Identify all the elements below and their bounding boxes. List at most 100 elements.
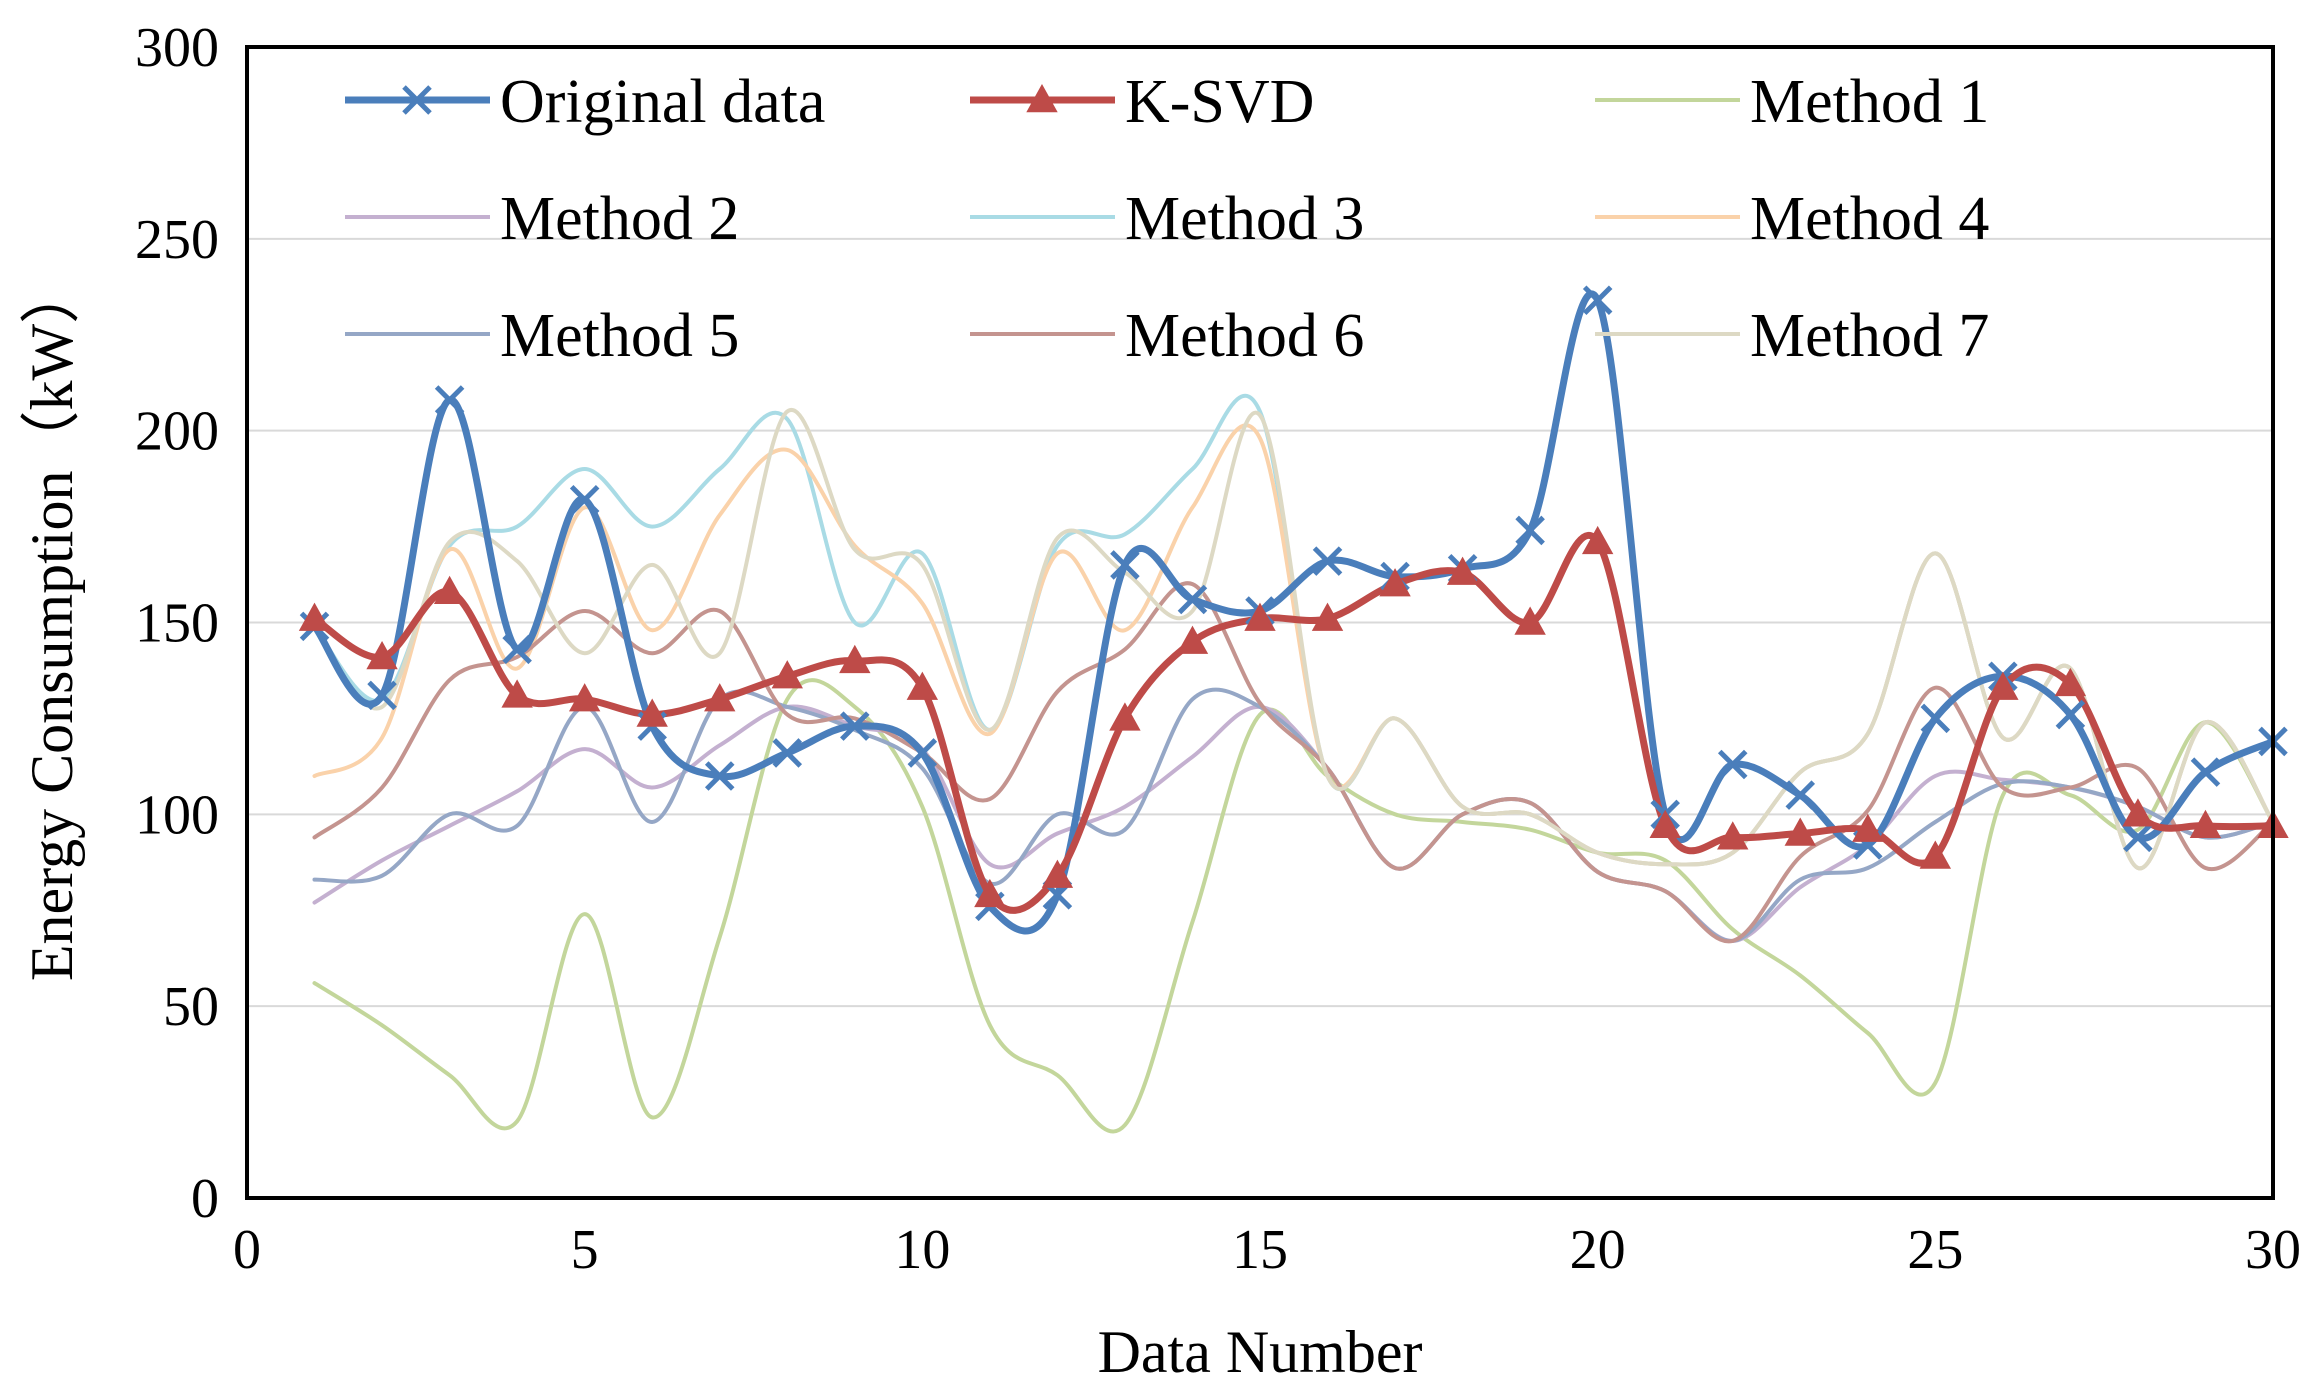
marker-k-svd-19 (1514, 606, 1546, 635)
marker-original-data-14 (1177, 584, 1208, 615)
marker-k-svd-27 (2054, 667, 2087, 697)
marker-original-data-13-stroke-b (1110, 550, 1140, 580)
x-tick-label-0: 0 (233, 1219, 261, 1281)
marker-k-svd-25 (1919, 840, 1952, 869)
legend-item-original-data: Original data (345, 68, 825, 136)
marker-k-svd-8 (771, 660, 803, 689)
marker-original-data-3 (434, 385, 465, 415)
series-line-method-6 (312, 581, 2275, 944)
series-line-method-7 (312, 407, 2275, 871)
legend-item-k-svd: K-SVD (970, 68, 1314, 136)
marker-k-svd-6 (636, 698, 668, 727)
legend-item-method-3: Method 3 (970, 185, 1364, 253)
marker-original-data-16 (1312, 546, 1343, 576)
marker-original-data-28 (2123, 822, 2153, 853)
legend: Original data K-SVD Method 1 Method 2 Method… (345, 68, 1989, 370)
legend-item-method-4: Method 4 (1595, 185, 1989, 253)
marker-original-data-19-stroke-b (1515, 515, 1545, 546)
marker-k-svd-20 (1581, 525, 1614, 555)
marker-k-svd-11 (974, 878, 1006, 908)
y-tick-label-300: 300 (135, 17, 219, 79)
marker-k-svd-28 (2122, 798, 2154, 827)
marker-k-svd-12 (1041, 859, 1074, 888)
legend-label-method-5: Method 5 (500, 302, 739, 370)
y-tick-label-50: 50 (163, 976, 219, 1038)
marker-k-svd-14 (1176, 625, 1209, 654)
legend-item-method-6: Method 6 (970, 302, 1364, 370)
marker-k-svd-7 (704, 683, 736, 712)
y-tick-label-150: 150 (135, 593, 219, 655)
marker-k-svd-18 (1446, 556, 1479, 585)
legend-item-method-7: Method 7 (1595, 302, 1989, 370)
series-line-method-4 (312, 423, 2275, 871)
y-axis-title: Energy Consumption（kW） (19, 264, 85, 981)
x-axis-title: Data Number (1098, 1319, 1423, 1385)
x-tick-label-20: 20 (1570, 1219, 1626, 1281)
marker-k-svd-17 (1379, 568, 1411, 597)
marker-original-data-25 (1920, 703, 1951, 734)
marker-original-data-9 (840, 711, 870, 741)
marker-k-svd-10 (906, 671, 939, 700)
y-tick-label-0: 0 (191, 1168, 219, 1230)
marker-original-data-7 (704, 761, 735, 791)
marker-original-data-22 (1717, 749, 1748, 780)
marker-original-data-10 (907, 738, 938, 768)
marker-original-data-2 (367, 680, 397, 711)
series-line-method-2 (312, 704, 2275, 943)
marker-original-data-8 (772, 738, 803, 768)
legend-label-method-4: Method 4 (1750, 185, 1989, 253)
marker-k-svd-21 (1649, 809, 1681, 839)
y-tick-label-100: 100 (135, 784, 219, 846)
x-tick-label-5: 5 (571, 1219, 599, 1281)
legend-marker-k-svd (1026, 83, 1058, 113)
marker-original-data-3-stroke-b (434, 385, 465, 415)
legend-label-method-6: Method 6 (1125, 302, 1364, 370)
marker-k-svd-1 (298, 602, 331, 631)
marker-original-data-27-stroke-b (2055, 699, 2086, 730)
marker-original-data-16-stroke-b (1312, 546, 1343, 576)
marker-original-data-29-stroke-b (2190, 757, 2221, 787)
marker-original-data-25-stroke-b (1920, 703, 1951, 734)
y-tick-label-250: 250 (135, 209, 219, 271)
marker-original-data-4 (502, 634, 532, 665)
legend-label-k-svd: K-SVD (1125, 68, 1314, 136)
marker-original-data-23 (1785, 780, 1816, 810)
legend-item-method-5: Method 5 (345, 302, 739, 370)
marker-k-svd-23 (1784, 817, 1816, 846)
marker-original-data-19 (1515, 515, 1545, 546)
marker-original-data-7-stroke-b (704, 761, 735, 791)
marker-k-svd-2 (366, 640, 398, 670)
plot-area-frame (245, 45, 2275, 1200)
marker-original-data-27 (2055, 699, 2086, 730)
x-tick-label-25: 25 (1907, 1219, 1963, 1281)
legend-label-method-2: Method 2 (500, 185, 739, 253)
series-line-method-5 (312, 687, 2275, 943)
legend-label-method-7: Method 7 (1750, 302, 1989, 370)
marker-k-svd-26 (1987, 671, 2019, 700)
marker-k-svd-29 (2189, 809, 2222, 839)
legend-label-method-1: Method 1 (1750, 68, 1989, 136)
marker-original-data-13 (1110, 550, 1140, 580)
marker-k-svd-5 (568, 683, 601, 712)
marker-original-data-2-stroke-b (367, 680, 397, 711)
marker-original-data-10-stroke-b (907, 738, 938, 768)
marker-k-svd-15 (1244, 602, 1276, 631)
series-markers (298, 285, 2289, 922)
marker-original-data-29 (2190, 757, 2221, 787)
marker-k-svd-22 (1717, 821, 1749, 850)
axis-ticks: 0 50 100 150 200 250 300 0 5 10 15 20 25 30 (135, 17, 2301, 1281)
marker-original-data-20-stroke-b (1582, 285, 1613, 315)
marker-original-data-14-stroke-b (1177, 584, 1208, 615)
marker-k-svd-13 (1109, 702, 1141, 731)
marker-k-svd-24 (1852, 813, 1884, 842)
marker-k-svd-9 (839, 644, 871, 674)
marker-original-data-22-stroke-b (1717, 749, 1748, 780)
marker-original-data-20 (1582, 285, 1613, 315)
marker-original-data-5 (569, 484, 600, 515)
marker-original-data-23-stroke-b (1785, 780, 1816, 810)
x-tick-label-15: 15 (1232, 1219, 1288, 1281)
series-line-method-1 (312, 678, 2275, 1134)
marker-k-svd-4 (501, 679, 533, 708)
legend-label-method-3: Method 3 (1125, 185, 1364, 253)
